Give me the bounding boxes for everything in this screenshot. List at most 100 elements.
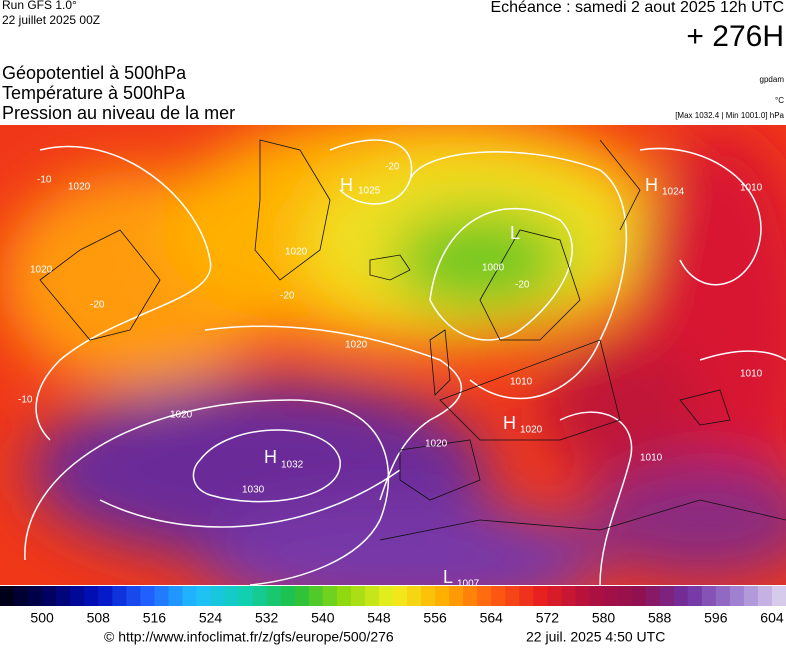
colorbar-tick-label: 516: [143, 610, 167, 626]
map-label: -10: [37, 175, 52, 186]
map-label: -20: [90, 300, 105, 311]
colorbar-tick-label: 508: [87, 610, 111, 626]
colorbar-swatch: [0, 586, 15, 606]
colorbar-swatch: [645, 586, 661, 606]
map-label: 1020: [30, 265, 53, 276]
map-label: H: [264, 447, 277, 467]
colorbar-swatch: [463, 586, 478, 606]
colorbar-swatch: [322, 586, 338, 606]
colorbar-tick-label: 548: [367, 610, 391, 626]
colorbar-swatch: [294, 586, 310, 606]
unit: gpdam: [760, 75, 785, 84]
colorbar-swatch: [126, 586, 141, 606]
colorbar-swatch: [42, 586, 57, 606]
map-label: 1010: [740, 369, 763, 380]
colorbar-tick-label: 604: [760, 610, 784, 626]
map-label: 1020: [68, 182, 91, 193]
colorbar-swatch: [491, 586, 506, 606]
colorbar-swatch: [140, 586, 155, 606]
colorbar-swatch: [589, 586, 605, 606]
map-label: 1000: [482, 263, 505, 274]
colorbar-swatch: [350, 586, 366, 606]
map-label: 1032: [281, 460, 304, 471]
colorbar-swatch: [364, 586, 380, 606]
colorbar-swatch: [224, 586, 240, 606]
colorbar-swatch: [771, 586, 786, 606]
map-label: -10: [18, 395, 33, 406]
map-label: L: [510, 223, 520, 243]
colorbar-tick-label: 500: [30, 610, 54, 626]
source-url: © http://www.infoclimat.fr/z/gfs/europe/…: [104, 629, 394, 645]
colorbar-swatch: [308, 586, 324, 606]
map-label: 1024: [662, 187, 685, 198]
colorbar-swatch: [238, 586, 254, 606]
colorbar-swatch: [84, 586, 99, 606]
colorbar-swatch: [210, 586, 226, 606]
colorbar-tick-label: 540: [311, 610, 335, 626]
colorbar-swatch: [729, 586, 745, 606]
colorbar-tick-label: 580: [592, 610, 616, 626]
colorbar-swatch: [659, 586, 675, 606]
field-title: Pression au niveau de la mer: [2, 103, 235, 123]
map-label: H: [340, 175, 353, 195]
colorbar-swatch: [631, 586, 647, 606]
map-label: 1010: [640, 453, 663, 464]
colorbar-swatch: [393, 586, 408, 606]
colorbar-swatch: [715, 586, 731, 606]
map-label: L: [443, 567, 453, 587]
colorbar: 500 508 516 524 532 540 548 556 564 572 580 588 596 6…: [0, 586, 786, 626]
colorbar-swatch: [421, 586, 436, 606]
run-date: 22 juillet 2025 00Z: [2, 13, 100, 27]
field-title: Température à 500hPa: [2, 83, 186, 103]
colorbar-swatch: [70, 586, 85, 606]
map-label: 1020: [345, 340, 368, 351]
colorbar-swatch: [505, 586, 520, 606]
colorbar-swatch: [280, 586, 296, 606]
colorbar-tick-label: 572: [536, 610, 560, 626]
colorbar-tick-label: 532: [255, 610, 279, 626]
map-label: -20: [515, 280, 530, 291]
colorbar-swatch: [673, 586, 689, 606]
map-labels: H 1025 H 1024 H 1032 H 1020 L L 1007 1020 1020 1020 10…: [18, 162, 763, 590]
echeance: Echéance : samedi 2 aout 2025 12h UTC: [490, 0, 784, 16]
isobars: [24, 139, 786, 585]
colorbar-swatch: [28, 586, 43, 606]
unit: [Max 1032.4 | Min 1001.0] hPa: [675, 111, 784, 120]
colorbar-swatch: [449, 586, 464, 606]
colorbar-tick-label: 588: [648, 610, 672, 626]
colorbar-tick-label: 556: [423, 610, 447, 626]
lead-time: + 276H: [686, 20, 784, 53]
colorbar-swatch: [687, 586, 703, 606]
colorbar-swatch: [14, 586, 29, 606]
colorbar-swatch: [575, 586, 590, 606]
map-label: 1007: [457, 579, 480, 590]
colorbar-swatch: [196, 586, 212, 606]
colorbar-swatch: [519, 586, 534, 606]
colorbar-tick-label: 524: [199, 610, 223, 626]
render-date: 22 juil. 2025 4:50 UTC: [526, 629, 665, 645]
colorbar-swatch: [182, 586, 197, 606]
map-label: 1010: [740, 183, 763, 194]
colorbar-swatch: [154, 586, 169, 606]
colorbar-swatch: [477, 586, 492, 606]
colorbar-swatch: [435, 586, 450, 606]
colorbar-swatch: [617, 586, 633, 606]
field-title: Géopotentiel à 500hPa: [2, 63, 187, 83]
colorbar-swatch: [56, 586, 71, 606]
colorbar-swatch: [252, 586, 268, 606]
map-label: 1010: [510, 377, 533, 388]
colorbar-swatch: [378, 586, 394, 606]
map: H 1025 H 1024 H 1032 H 1020 L L 1007 1020 1020 1020 10…: [0, 125, 786, 590]
map-label: H: [503, 413, 516, 433]
map-label: 1020: [285, 247, 308, 258]
colorbar-swatch: [533, 586, 548, 606]
map-label: 1030: [242, 485, 265, 496]
colorbar-swatch: [757, 586, 773, 606]
colorbar-swatch: [407, 586, 422, 606]
colorbar-swatch: [603, 586, 619, 606]
unit: °C: [775, 96, 784, 105]
colorbar-swatch: [98, 586, 113, 606]
colorbar-swatch: [266, 586, 282, 606]
colorbar-tick-label: 564: [480, 610, 504, 626]
